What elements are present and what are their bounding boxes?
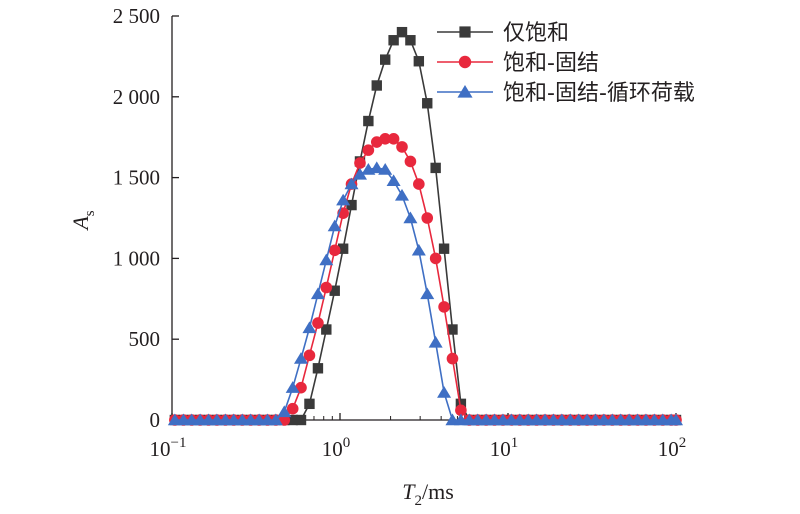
data-point (438, 301, 450, 313)
data-point (388, 35, 399, 46)
legend-marker (457, 85, 473, 98)
data-point (411, 243, 426, 256)
data-point (404, 155, 417, 168)
data-point (396, 26, 408, 38)
data-point (420, 287, 435, 300)
x-tick-label: 100 (322, 435, 351, 461)
y-tick-label: 1 000 (113, 246, 160, 270)
y-axis-title: As (68, 210, 98, 231)
x-tick-label: 10−1 (150, 435, 187, 461)
data-point (329, 285, 340, 296)
legend-marker (458, 55, 472, 69)
data-point (336, 193, 351, 206)
legend-marker (459, 26, 471, 38)
data-point (328, 244, 341, 257)
x-tick-label: 102 (658, 435, 687, 461)
data-point (346, 199, 357, 211)
data-point (362, 144, 375, 156)
data-point (304, 398, 315, 410)
data-point (421, 212, 434, 224)
data-point (428, 335, 443, 348)
data-point (379, 54, 391, 65)
data-point (413, 178, 425, 190)
x-tick-label: 101 (490, 435, 519, 461)
series-layer (167, 26, 684, 426)
data-point (268, 413, 283, 426)
legend-label: 饱和-固结-循环荷载 (503, 81, 695, 106)
y-tick-label: 0 (150, 408, 161, 432)
legend-item: 饱和-固结-循环荷载 (437, 81, 695, 106)
data-point (429, 252, 442, 265)
data-point (455, 404, 467, 417)
data-point (369, 161, 384, 174)
data-point (286, 402, 299, 415)
data-point (394, 188, 410, 201)
data-point (344, 177, 359, 190)
data-point (337, 243, 349, 254)
data-point (312, 363, 324, 374)
legend-item: 饱和-固结 (437, 51, 599, 76)
data-point (302, 321, 317, 334)
data-point (437, 386, 452, 398)
legend-label: 仅饱和 (503, 21, 569, 46)
data-point (405, 35, 416, 46)
data-point (386, 174, 401, 187)
data-point (321, 324, 332, 335)
x-axis-title: T2/ms (402, 479, 454, 509)
data-point (303, 349, 316, 362)
data-point (310, 287, 325, 300)
data-point (378, 163, 393, 175)
data-point (319, 253, 334, 266)
y-tick-label: 1 500 (113, 166, 160, 190)
data-point (396, 141, 408, 153)
data-point (371, 80, 382, 91)
data-point (285, 381, 300, 393)
axes: 0 500 1 000 1 500 2 000 2 500 10−1 100 101 102 T2/… (68, 4, 686, 509)
data-point (387, 133, 400, 145)
data-point (430, 162, 441, 174)
legend-label: 饱和-固结 (503, 51, 599, 76)
data-point (320, 281, 333, 294)
series-3 (167, 161, 684, 426)
series-line (174, 138, 676, 421)
y-tick-label: 500 (129, 327, 161, 351)
data-point (438, 243, 450, 254)
y-tick-label: 2 500 (113, 4, 160, 28)
data-point (295, 414, 307, 426)
data-point (354, 157, 366, 169)
legend-item: 仅饱和 (437, 21, 569, 46)
data-point (287, 414, 298, 426)
data-point (668, 413, 684, 426)
series-2 (169, 133, 682, 426)
data-point (422, 98, 433, 109)
data-point (455, 398, 467, 410)
data-point (363, 115, 374, 127)
data-point (327, 219, 342, 232)
data-point (379, 133, 391, 145)
data-point (293, 352, 309, 364)
data-point (312, 317, 324, 329)
data-point (352, 167, 367, 180)
y-tick-label: 2 000 (113, 85, 160, 109)
data-point (403, 211, 418, 224)
data-point (413, 56, 425, 67)
data-point (277, 405, 292, 418)
data-point (446, 352, 459, 365)
data-point (447, 324, 458, 335)
